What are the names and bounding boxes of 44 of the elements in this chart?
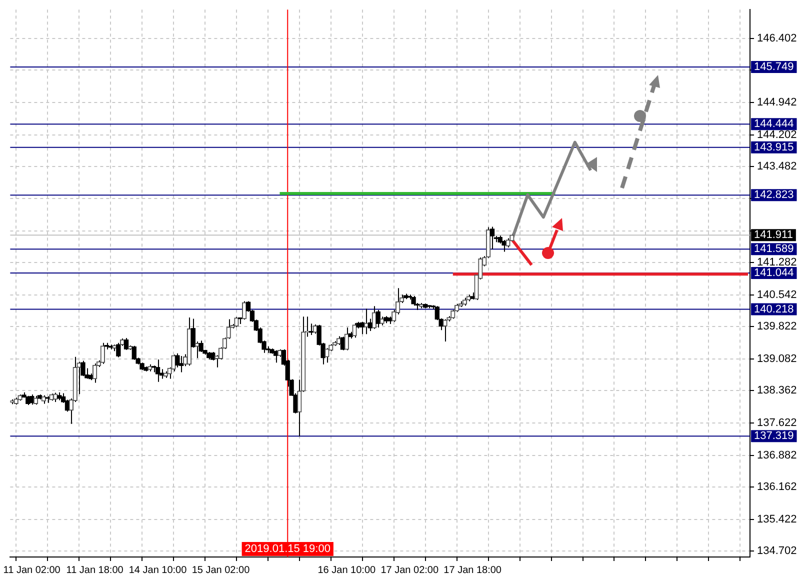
x-tick-label: 15 Jan 02:00 (192, 564, 250, 576)
candlestick (132, 345, 136, 360)
x-tick-label: 17 Jan 02:00 (380, 564, 439, 576)
ref-line-label: 141.589 (754, 243, 794, 256)
ref-line-label: 145.749 (754, 61, 794, 74)
candlestick (179, 355, 184, 373)
ref-line-label: 140.218 (754, 303, 794, 316)
x-tick-label: 2019.01.15 19:00 (244, 543, 330, 556)
ref-line-label: 141.911 (754, 229, 793, 242)
y-tick-label: 134.702 (757, 544, 797, 557)
ref-line-label: 137.319 (754, 430, 794, 442)
x-tick-label: 16 Jan 10:00 (318, 564, 376, 576)
candlestick (124, 338, 129, 350)
y-tick-label: 136.162 (757, 480, 797, 493)
candlestick (372, 306, 377, 330)
candlestick (100, 342, 105, 364)
y-tick-label: 143.482 (757, 160, 797, 172)
candlestick (242, 300, 247, 320)
y-tick-label: 141.282 (757, 256, 797, 269)
y-tick-label: 139.082 (757, 353, 797, 366)
x-tick-label: 14 Jan 10:00 (128, 564, 188, 576)
candlestick (506, 238, 510, 248)
candlestick (116, 342, 121, 358)
y-tick-label: 137.622 (757, 416, 797, 429)
candlestick (324, 348, 330, 364)
candlestick (175, 352, 180, 368)
y-tick-label: 146.402 (757, 32, 797, 44)
candlestick (344, 327, 349, 351)
y-tick-label: 144.202 (757, 128, 797, 141)
x-tick-label: 17 Jan 18:00 (444, 564, 502, 576)
candlestick (442, 318, 448, 342)
candlestick (411, 296, 416, 306)
ref-line-label: 141.044 (754, 267, 794, 280)
ref-line-label: 144.444 (754, 118, 794, 130)
y-tick-label: 135.422 (757, 513, 797, 526)
y-tick-label: 139.822 (757, 320, 797, 333)
y-tick-label: 140.542 (757, 289, 797, 302)
y-tick-label: 138.362 (757, 384, 797, 397)
ref-line-label: 142.823 (754, 189, 794, 202)
x-tick-label: 11 Jan 02:00 (3, 564, 61, 576)
ref-line-label: 143.915 (754, 141, 794, 154)
y-tick-label: 136.882 (757, 449, 797, 462)
x-tick-label: 11 Jan 18:00 (66, 564, 124, 576)
y-tick-label: 144.942 (757, 96, 797, 108)
